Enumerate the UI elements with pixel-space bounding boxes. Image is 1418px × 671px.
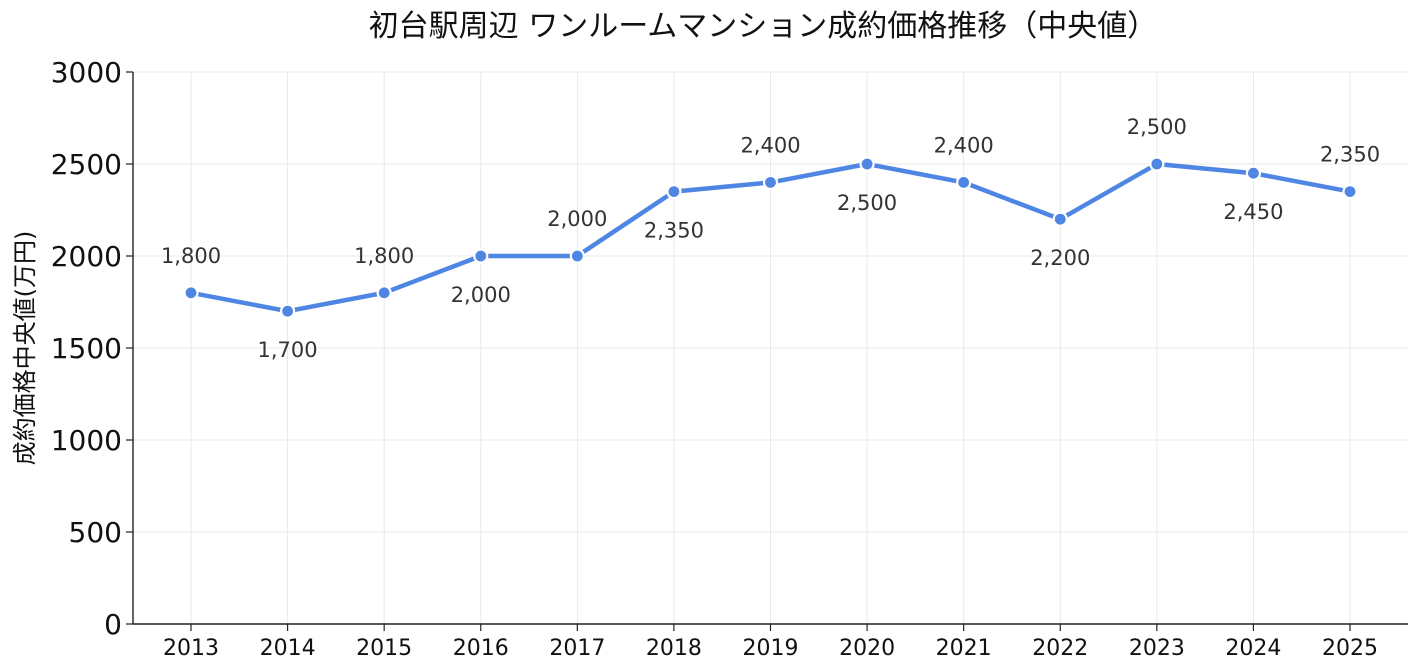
x-tick-label: 2015	[356, 636, 412, 661]
data-point	[473, 248, 489, 264]
x-axis-ticks: 2013 2014 2015 2016 2017 2018 2019 2020 2021 2022…	[163, 624, 1378, 661]
x-tick-label: 2018	[646, 636, 702, 661]
data-label: 2,350	[1320, 143, 1380, 167]
data-label: 2,400	[740, 133, 800, 157]
y-tick-label: 2000	[51, 240, 122, 273]
data-label: 1,800	[161, 244, 221, 268]
x-tick-label: 2021	[936, 636, 992, 661]
y-axis-label: 成約価格中央値(万円)	[11, 231, 39, 466]
x-tick-label: 2014	[260, 636, 316, 661]
data-point	[569, 248, 585, 264]
data-label: 2,500	[837, 191, 897, 215]
y-tick-label: 500	[69, 516, 122, 549]
x-tick-label: 2020	[839, 636, 895, 661]
data-label-layer: 1,800 1,700 1,800 2,000 2,000 2,350 2,400 2,500…	[161, 115, 1380, 362]
data-point	[1245, 165, 1262, 181]
y-tick-label: 3000	[51, 56, 122, 89]
data-point	[1052, 211, 1068, 227]
x-tick-label: 2022	[1032, 636, 1088, 661]
x-tick-label: 2017	[549, 636, 605, 661]
y-tick-label: 1500	[51, 332, 122, 365]
data-point	[183, 285, 199, 301]
data-point	[279, 303, 296, 319]
y-tick-label: 2500	[51, 148, 122, 181]
data-point	[666, 184, 682, 200]
data-label: 2,500	[1127, 115, 1187, 139]
data-label: 1,700	[258, 338, 318, 362]
data-point	[956, 174, 972, 190]
data-label: 2,000	[547, 207, 607, 231]
x-tick-label: 2016	[453, 636, 509, 661]
series-line-layer	[183, 156, 1358, 319]
x-tick-label: 2013	[163, 636, 219, 661]
y-axis-ticks: 0 500 1000 1500 2000 2500 3000	[51, 56, 133, 641]
data-label: 1,800	[354, 244, 414, 268]
data-label: 2,200	[1030, 246, 1090, 270]
x-tick-label: 2019	[743, 636, 799, 661]
data-point	[859, 156, 875, 172]
data-label: 2,450	[1223, 200, 1283, 224]
x-tick-label: 2025	[1322, 636, 1378, 661]
y-tick-label: 1000	[51, 424, 122, 457]
grid-lines	[133, 71, 1408, 625]
data-point	[1149, 156, 1165, 172]
data-label: 2,000	[451, 283, 511, 307]
data-point	[1342, 184, 1358, 200]
x-tick-label: 2023	[1129, 636, 1185, 661]
x-tick-label: 2024	[1225, 636, 1281, 661]
data-point	[376, 285, 392, 301]
data-label: 2,350	[644, 219, 704, 243]
y-tick-label: 0	[104, 608, 122, 641]
data-point	[762, 174, 779, 190]
chart-title: 初台駅周辺 ワンルームマンション成約価格推移（中央値）	[369, 9, 1158, 44]
data-label: 2,400	[934, 133, 994, 157]
